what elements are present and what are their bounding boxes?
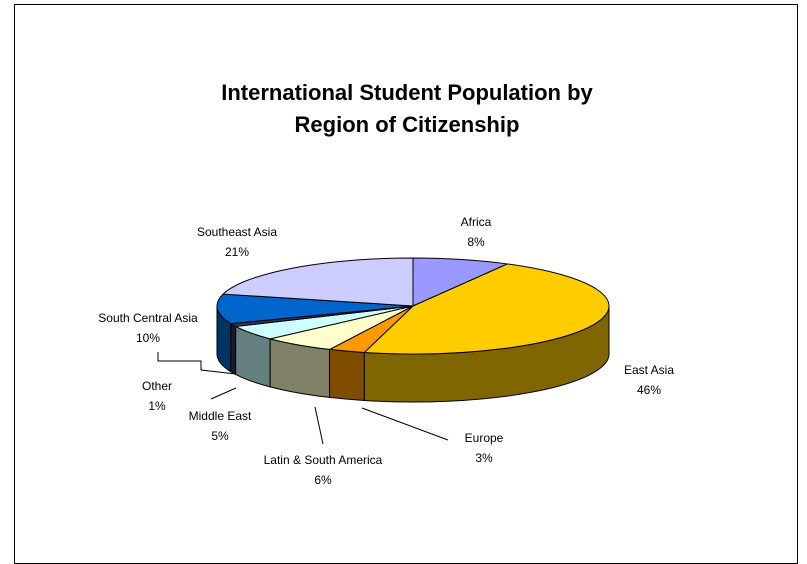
label-value-east-asia: 46% xyxy=(637,383,661,397)
pie-tops xyxy=(217,258,609,354)
label-latin-and-south-america: Latin & South America 6% xyxy=(264,453,383,487)
label-name-europe: Europe xyxy=(465,431,504,445)
leader-europe xyxy=(362,408,448,440)
label-value-middle-east: 5% xyxy=(211,429,229,443)
label-name-latin-and-south-america: Latin & South America xyxy=(264,453,383,467)
label-name-southeast-asia: Southeast Asia xyxy=(197,225,277,239)
label-name-south-central-asia: South Central Asia xyxy=(98,311,198,325)
label-name-middle-east: Middle East xyxy=(189,409,252,423)
label-value-africa: 8% xyxy=(467,235,485,249)
label-other: Other 1% xyxy=(142,379,172,413)
label-value-southeast-asia: 21% xyxy=(225,245,249,259)
leader-middle-east xyxy=(211,388,236,399)
leader-latin-and-south-america xyxy=(315,407,323,444)
label-africa: Africa 8% xyxy=(461,215,492,249)
label-southeast-asia: Southeast Asia 21% xyxy=(197,225,277,259)
label-middle-east: Middle East 5% xyxy=(189,409,252,443)
label-value-latin-and-south-america: 6% xyxy=(314,473,332,487)
label-name-africa: Africa xyxy=(461,215,492,229)
label-name-other: Other xyxy=(142,379,172,393)
label-europe: Europe 3% xyxy=(465,431,504,465)
label-value-europe: 3% xyxy=(475,451,493,465)
label-south-central-asia: South Central Asia 10% xyxy=(98,311,198,345)
side-europe xyxy=(330,349,365,400)
side-other xyxy=(231,324,236,375)
label-value-south-central-asia: 10% xyxy=(136,331,160,345)
label-east-asia: East Asia 46% xyxy=(624,363,674,397)
label-value-other: 1% xyxy=(148,399,166,413)
label-name-east-asia: East Asia xyxy=(624,363,674,377)
